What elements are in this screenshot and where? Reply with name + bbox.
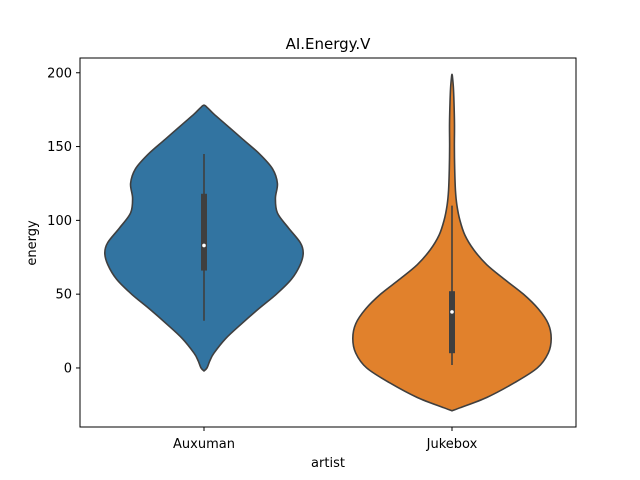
plot-frame [79,57,577,428]
x-axis-label: artist [311,456,345,471]
y-tick-label-50: 50 [55,288,72,303]
plot-area [103,73,553,412]
median-point-jukebox [450,310,454,314]
y-tick-label-0: 0 [64,361,72,376]
median-point-auxuman [202,243,206,248]
iqr-box-auxuman [201,193,207,271]
x-tick-label-jukebox: Jukebox [426,437,478,452]
y-tick-label-150: 150 [47,140,72,155]
y-tick-label-200: 200 [47,66,72,81]
iqr-box-jukebox [449,291,455,354]
chart-title: AI.Energy.V [286,35,372,53]
y-axis-label: energy [25,220,40,266]
y-tick-label-100: 100 [47,214,72,229]
axes: Auxuman Jukebox 0 50 100 150 200 [47,66,477,452]
x-tick-label-auxuman: Auxuman [173,437,235,452]
